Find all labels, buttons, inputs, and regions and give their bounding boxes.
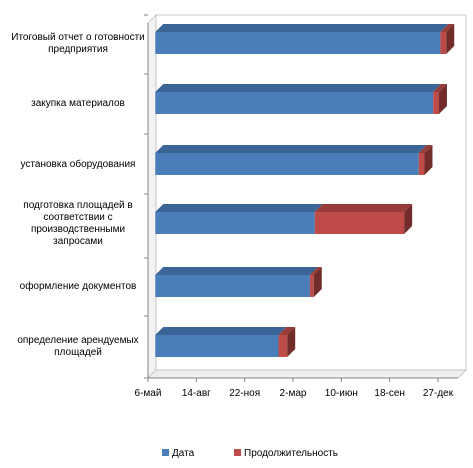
legend-label: Дата (172, 448, 195, 459)
bar-duration (418, 153, 425, 175)
bar-data (155, 335, 279, 357)
bar-duration-side (287, 327, 296, 357)
category-label-line: закупка материалов (31, 98, 125, 109)
x-tick-label: 27-дек (423, 388, 454, 399)
bar-duration-top (440, 24, 455, 32)
legend-swatch (234, 449, 241, 456)
bar-duration-top (278, 327, 296, 335)
bar-duration-top (309, 267, 322, 275)
bar-row (155, 327, 296, 357)
bars (155, 24, 455, 357)
bar-row (155, 145, 433, 175)
bar-data-top (155, 327, 287, 335)
category-label-line: соответствии с (43, 212, 112, 223)
bar-duration (440, 32, 447, 54)
bar-data-top (155, 84, 442, 92)
bar-data-top (155, 204, 323, 212)
bar-data-top (155, 267, 318, 275)
bar-duration-side (404, 204, 413, 234)
floor (147, 369, 467, 379)
bar-duration-side (424, 145, 433, 175)
side-wall (147, 14, 157, 379)
legend-label: Продолжительность (244, 448, 338, 459)
bar-row (155, 204, 413, 234)
category-label: установка оборудования (21, 158, 136, 170)
x-tick-label: 22-ноя (229, 388, 260, 399)
bar-duration-top (433, 84, 447, 92)
x-tick-label: 14-авг (182, 388, 211, 399)
plot-frame (144, 14, 467, 379)
category-label-line: производственными (31, 224, 125, 235)
legend-swatch (162, 449, 169, 456)
category-label-line: площадей (54, 347, 102, 358)
category-label-line: предприятия (48, 44, 108, 55)
bar-row (155, 24, 455, 54)
category-label-line: оформление документов (20, 280, 137, 292)
category-label-line: запросами (53, 236, 103, 247)
bar-data-top (155, 24, 449, 32)
category-labels: Итоговый отчет о готовности предприятия за… (11, 32, 145, 358)
bar-data-top (155, 145, 427, 153)
bar-duration (309, 275, 314, 297)
category-label-line: Итоговый отчет о готовности (11, 32, 145, 43)
back-wall (155, 14, 467, 371)
category-label-line: установка оборудования (21, 158, 136, 170)
x-tick-label: 2-мар (280, 388, 307, 399)
bar-duration-side (313, 267, 322, 297)
bar-duration-side (446, 24, 455, 54)
bar-row (155, 267, 322, 297)
category-label: оформление документов (20, 280, 137, 292)
category-label: подготовка площадей в соответствии с произ… (23, 200, 132, 247)
category-label: Итоговый отчет о готовности предприятия (11, 32, 145, 55)
bar-data (155, 32, 441, 54)
bar-duration (314, 212, 405, 234)
category-label-line: определение арендуемых (17, 335, 138, 346)
bar-duration-top (314, 204, 413, 212)
category-label-line: подготовка площадей в (23, 200, 132, 211)
legend: Дата Продолжительность (162, 448, 338, 459)
bar-data (155, 92, 434, 114)
bar-data (155, 275, 310, 297)
bar-data (155, 153, 419, 175)
category-label: определение арендуемых площадей (17, 335, 138, 358)
x-tick-label: 18-сен (374, 388, 405, 399)
bar-data (155, 212, 315, 234)
category-label: закупка материалов (31, 98, 125, 109)
x-axis: 6-май 14-авг 22-ноя 2-мар 10-июн 18-сен 27-дек (135, 378, 454, 399)
bar-row (155, 84, 447, 114)
x-tick-label: 6-май (135, 388, 162, 399)
x-tick-label: 10-июн (325, 388, 358, 399)
bar-duration-top (418, 145, 433, 153)
bar-duration (278, 335, 288, 357)
bar-duration-side (438, 84, 447, 114)
bar-duration (433, 92, 439, 114)
